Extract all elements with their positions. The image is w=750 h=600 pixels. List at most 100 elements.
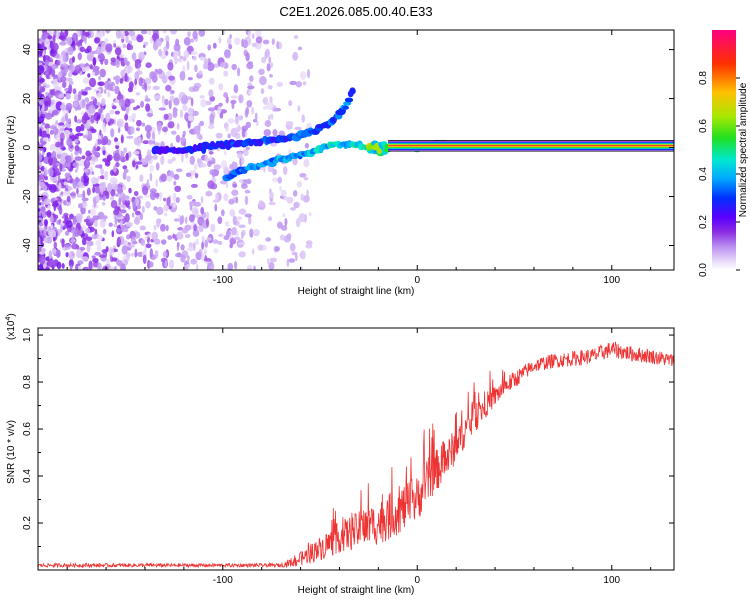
noise-speckle [138, 153, 142, 161]
noise-speckle [257, 244, 264, 251]
noise-speckle [148, 261, 154, 268]
noise-speckle [141, 205, 145, 214]
noise-speckle [162, 30, 167, 34]
noise-speckle [160, 223, 166, 232]
noise-speckle [93, 88, 101, 93]
noise-speckle [297, 46, 303, 51]
noise-speckle [182, 56, 187, 62]
noise-speckle [238, 115, 244, 121]
noise-speckle [177, 49, 181, 57]
noise-speckle [53, 201, 57, 212]
noise-speckle [126, 200, 131, 205]
noise-speckle [265, 237, 272, 242]
noise-speckle [41, 41, 45, 52]
noise-speckle [48, 250, 52, 260]
noise-speckle [64, 187, 68, 191]
noise-speckle [153, 206, 158, 211]
noise-speckle [160, 155, 165, 165]
noise-speckle [145, 201, 151, 209]
noise-speckle [49, 129, 54, 135]
noise-speckle [136, 164, 139, 169]
noise-speckle [110, 200, 118, 209]
noise-speckle [38, 44, 43, 50]
noise-speckle [118, 196, 122, 205]
noise-speckle [125, 34, 129, 44]
noise-speckle [196, 225, 201, 230]
noise-speckle [111, 230, 115, 238]
noise-speckle [42, 55, 51, 61]
noise-speckle [38, 85, 41, 91]
noise-speckle [72, 179, 77, 189]
noise-speckle [142, 185, 149, 196]
noise-speckle [80, 111, 85, 116]
noise-speckle [183, 37, 191, 46]
noise-speckle [190, 183, 198, 188]
noise-speckle [173, 174, 180, 180]
noise-speckle [76, 188, 79, 195]
noise-speckle [68, 81, 74, 85]
noise-speckle [43, 227, 47, 237]
noise-speckle [68, 64, 75, 73]
noise-speckle [114, 216, 118, 225]
noise-speckle [63, 181, 68, 186]
noise-speckle [238, 94, 244, 104]
noise-speckle [121, 245, 128, 255]
noise-speckle [80, 123, 85, 132]
noise-speckle [82, 266, 89, 270]
noise-speckle [142, 254, 147, 264]
noise-speckle [173, 218, 180, 222]
noise-speckle [126, 135, 134, 139]
noise-speckle [41, 82, 48, 87]
noise-speckle [258, 200, 264, 208]
noise-speckle [167, 159, 173, 164]
noise-speckle [54, 167, 60, 176]
noise-speckle [218, 83, 224, 91]
noise-speckle [204, 248, 207, 256]
noise-speckle [144, 235, 148, 240]
noise-speckle [92, 145, 97, 156]
carrier-band [388, 146, 674, 149]
noise-speckle [58, 182, 62, 192]
noise-speckle [163, 197, 167, 202]
noise-speckle [180, 136, 186, 143]
noise-speckle [96, 46, 102, 55]
noise-speckle [56, 53, 60, 59]
noise-speckle [44, 112, 53, 120]
noise-speckle [114, 137, 119, 142]
noise-speckle [286, 120, 294, 126]
carrier-band [388, 142, 674, 145]
noise-speckle [72, 162, 78, 167]
noise-speckle [66, 137, 73, 147]
noise-speckle [105, 246, 109, 252]
noise-speckle [76, 105, 82, 111]
noise-speckle [110, 57, 117, 63]
noise-speckle [298, 213, 306, 223]
noise-speckle [263, 129, 271, 137]
noise-speckle [83, 112, 89, 121]
noise-speckle [207, 160, 212, 167]
noise-speckle [215, 132, 223, 139]
noise-speckle [69, 264, 73, 270]
noise-speckle [97, 52, 105, 61]
noise-speckle [236, 216, 243, 221]
noise-speckle [125, 221, 133, 228]
noise-speckle [133, 84, 137, 90]
noise-speckle [122, 195, 130, 200]
snr-series-line [38, 341, 674, 569]
noise-speckle [39, 100, 43, 105]
noise-speckle [47, 65, 53, 75]
noise-speckle [251, 33, 255, 39]
noise-speckle [177, 227, 184, 231]
noise-speckle [84, 48, 90, 54]
noise-speckle [75, 119, 83, 124]
noise-speckle [192, 55, 197, 61]
noise-speckle [92, 258, 99, 263]
noise-speckle [87, 215, 91, 219]
noise-speckle [38, 222, 44, 227]
noise-speckle [83, 172, 86, 180]
noise-speckle [94, 219, 98, 228]
noise-speckle [161, 239, 167, 245]
noise-speckle [258, 68, 265, 76]
noise-speckle [116, 75, 121, 80]
noise-speckle [179, 109, 184, 119]
